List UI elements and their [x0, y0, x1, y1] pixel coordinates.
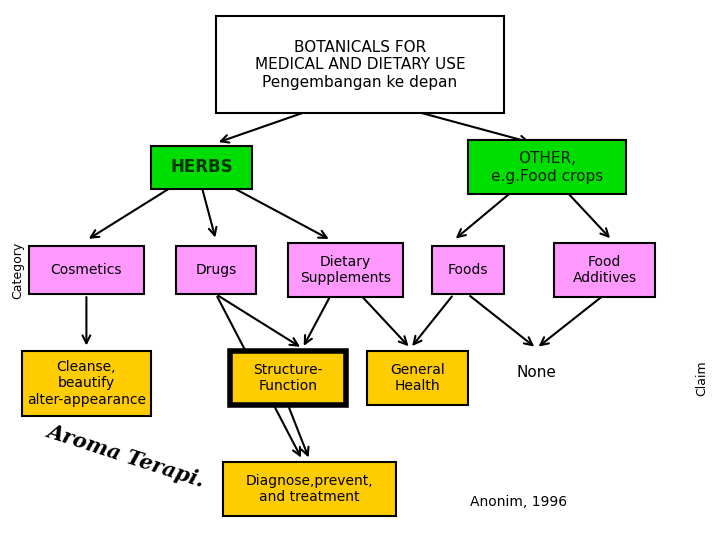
Text: Claim: Claim	[696, 360, 708, 396]
Text: General
Health: General Health	[390, 363, 445, 393]
FancyBboxPatch shape	[367, 351, 468, 405]
FancyBboxPatch shape	[468, 140, 626, 194]
Text: Dietary
Supplements: Dietary Supplements	[300, 255, 391, 285]
FancyBboxPatch shape	[230, 351, 346, 405]
Text: Anonim, 1996: Anonim, 1996	[470, 495, 567, 509]
Text: BOTANICALS FOR
MEDICAL AND DIETARY USE
Pengembangan ke depan: BOTANICALS FOR MEDICAL AND DIETARY USE P…	[255, 40, 465, 90]
FancyBboxPatch shape	[223, 462, 396, 516]
Text: Diagnose,prevent,
and treatment: Diagnose,prevent, and treatment	[246, 474, 374, 504]
Text: Food
Additives: Food Additives	[572, 255, 637, 285]
Text: Category: Category	[12, 241, 24, 299]
Text: Cleanse,
beautify
alter-appearance: Cleanse, beautify alter-appearance	[27, 360, 146, 407]
Text: Aroma Terapi.: Aroma Terapi.	[45, 421, 207, 491]
FancyBboxPatch shape	[554, 243, 655, 297]
FancyBboxPatch shape	[216, 16, 504, 113]
Text: Drugs: Drugs	[195, 263, 237, 277]
Text: HERBS: HERBS	[171, 158, 233, 177]
FancyBboxPatch shape	[29, 246, 144, 294]
FancyBboxPatch shape	[432, 246, 504, 294]
Text: OTHER,
e.g.Food crops: OTHER, e.g.Food crops	[491, 151, 603, 184]
Text: None: None	[516, 365, 557, 380]
Text: Cosmetics: Cosmetics	[50, 263, 122, 277]
FancyBboxPatch shape	[288, 243, 403, 297]
FancyBboxPatch shape	[22, 351, 151, 416]
FancyBboxPatch shape	[151, 146, 252, 189]
Text: Structure-
Function: Structure- Function	[253, 363, 323, 393]
FancyBboxPatch shape	[176, 246, 256, 294]
Text: Foods: Foods	[448, 263, 488, 277]
